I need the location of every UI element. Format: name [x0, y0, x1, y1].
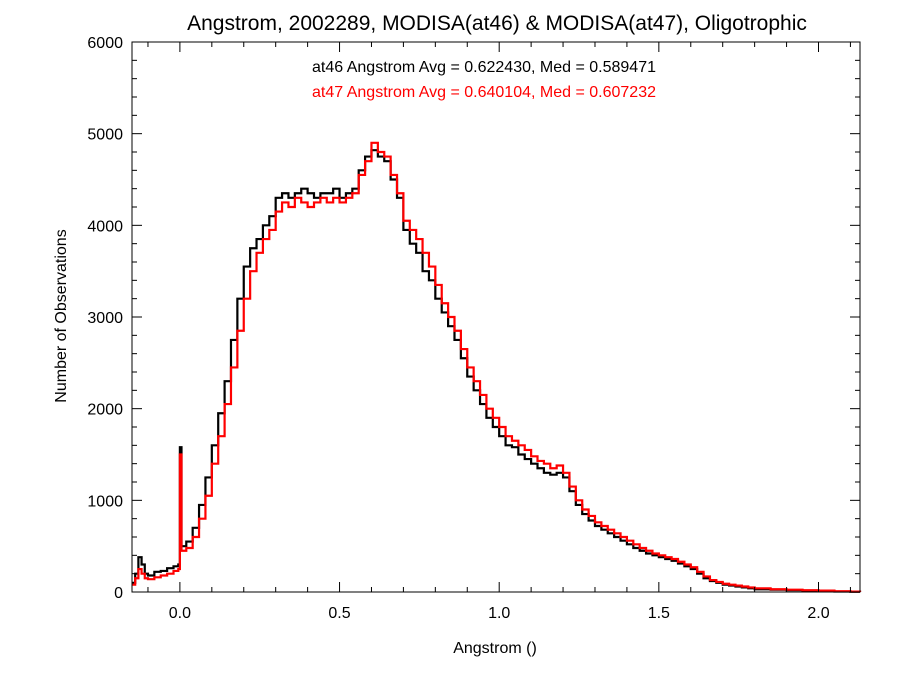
annotation-at47: at47 Angstrom Avg = 0.640104, Med = 0.60… — [312, 84, 656, 101]
y-tick-label: 0 — [114, 585, 123, 602]
annotation-at46: at46 Angstrom Avg = 0.622430, Med = 0.58… — [312, 59, 656, 76]
y-tick-label: 6000 — [87, 35, 123, 52]
series-0-line — [132, 149, 862, 593]
series-1-line — [132, 141, 862, 593]
y-tick-label: 5000 — [87, 127, 123, 144]
x-tick-label: 0.5 — [328, 605, 350, 622]
y-axis: 0 1000 2000 3000 4000 5000 6000 — [87, 35, 860, 602]
x-axis-label: Angstrom () — [453, 640, 537, 657]
x-tick-label: 1.5 — [648, 605, 670, 622]
chart-title: Angstrom, 2002289, MODISA(at46) & MODISA… — [187, 12, 807, 35]
y-tick-label: 1000 — [87, 493, 123, 510]
x-tick-label: 1.0 — [488, 605, 510, 622]
y-tick-label: 3000 — [87, 310, 123, 327]
y-tick-label: 2000 — [87, 402, 123, 419]
x-axis: 0.0 0.5 1.0 1.5 2.0 — [147, 42, 851, 622]
series-group — [132, 141, 862, 593]
x-tick-label: 0.0 — [169, 605, 191, 622]
y-tick-label: 4000 — [87, 218, 123, 235]
x-tick-label: 2.0 — [807, 605, 829, 622]
y-axis-label: Number of Observations — [53, 229, 70, 402]
